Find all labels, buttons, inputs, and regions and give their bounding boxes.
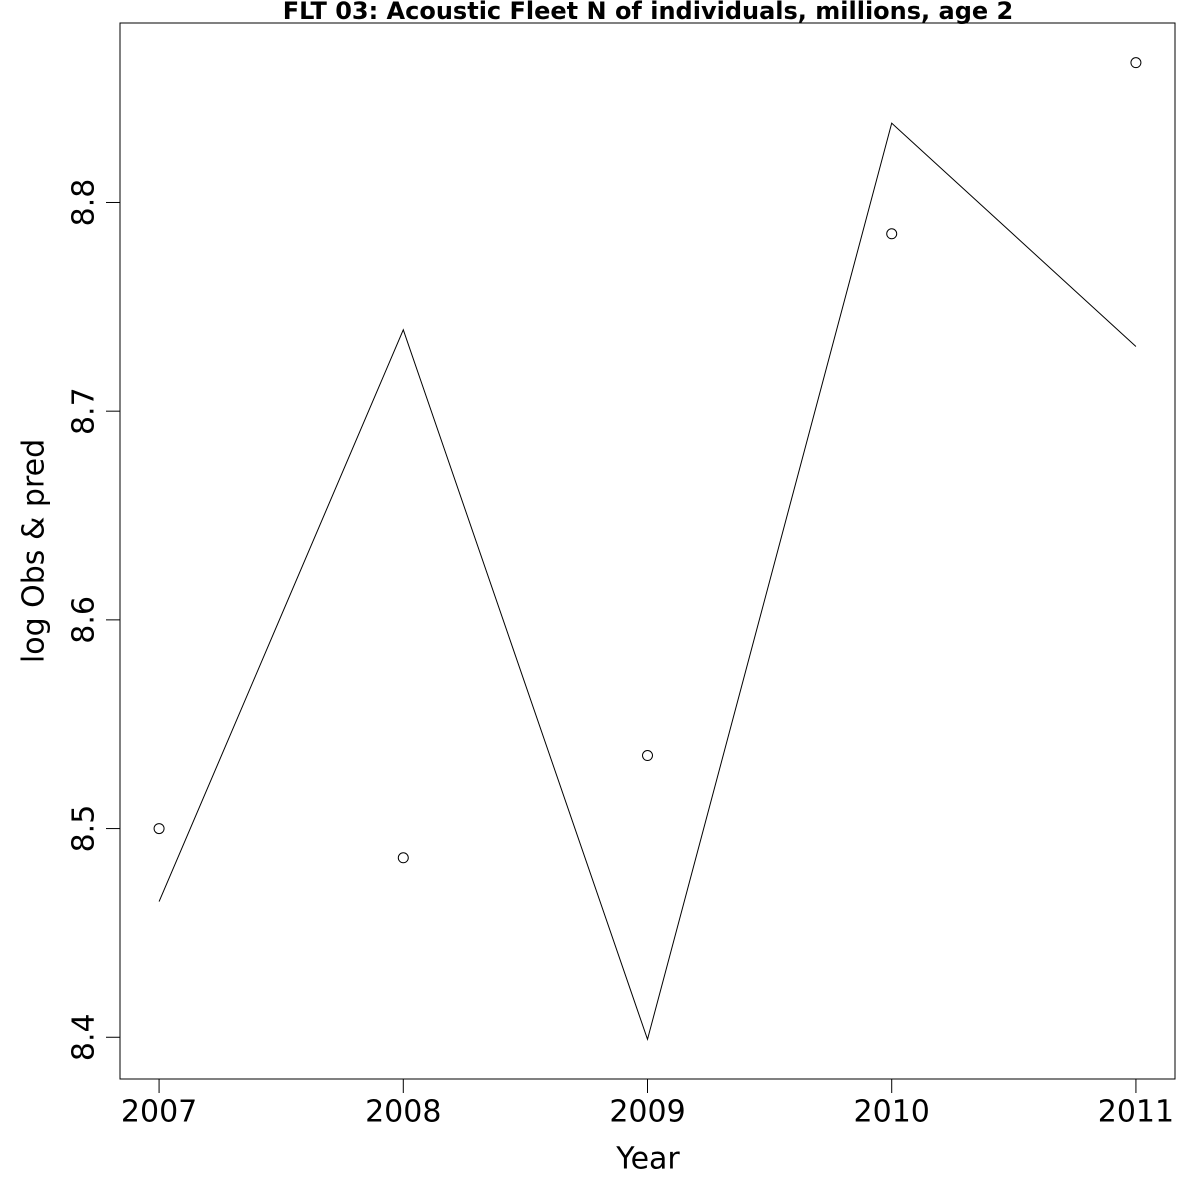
y-axis-title: log Obs & pred <box>17 439 52 663</box>
obs-point <box>1130 57 1142 69</box>
x-tick-label: 2010 <box>854 1095 930 1130</box>
y-tick-label: 8.5 <box>67 805 102 853</box>
x-axis-title: Year <box>615 1142 680 1177</box>
obs-point <box>153 823 165 835</box>
x-tick-label: 2008 <box>365 1095 441 1130</box>
y-tick-label: 8.8 <box>67 179 102 227</box>
obs-point <box>397 852 409 864</box>
x-tick-label: 2009 <box>609 1095 685 1130</box>
obs-point <box>886 228 898 240</box>
chart-title: FLT 03: Acoustic Fleet N of individuals,… <box>283 0 1013 25</box>
x-tick-label: 2011 <box>1098 1095 1174 1130</box>
y-tick-label: 8.7 <box>67 387 102 435</box>
pred-line <box>158 122 1137 1042</box>
y-tick-label: 8.4 <box>67 1013 102 1061</box>
obs-point <box>642 750 653 762</box>
x-tick-label: 2007 <box>121 1095 197 1130</box>
plot-frame <box>119 22 1176 1080</box>
y-tick-label: 8.6 <box>67 596 102 644</box>
